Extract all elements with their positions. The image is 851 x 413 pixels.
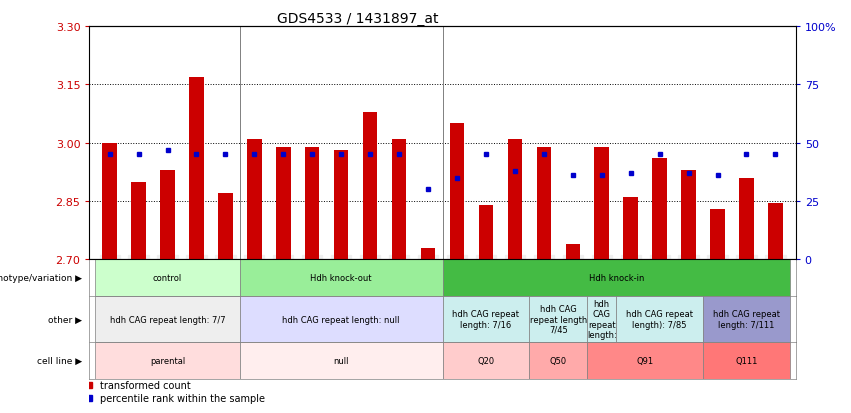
Text: hdh CAG repeat
length): 7/85: hdh CAG repeat length): 7/85 — [626, 310, 693, 329]
Bar — [95, 296, 240, 343]
Bar — [653, 159, 667, 260]
Bar — [131, 182, 146, 260]
Text: Q91: Q91 — [637, 356, 654, 365]
Text: genotype/variation ▶: genotype/variation ▶ — [0, 273, 83, 282]
Text: hdh CAG repeat length: 7/7: hdh CAG repeat length: 7/7 — [110, 315, 226, 324]
Bar — [247, 140, 261, 260]
Text: Q111: Q111 — [735, 356, 757, 365]
Bar — [443, 343, 529, 379]
Bar — [587, 343, 703, 379]
Bar — [276, 147, 290, 260]
Text: Hdh knock-out: Hdh knock-out — [311, 273, 372, 282]
Bar — [334, 151, 348, 260]
Bar — [587, 296, 616, 343]
Text: cell line ▶: cell line ▶ — [37, 356, 83, 365]
Bar — [240, 260, 443, 296]
Bar — [189, 77, 203, 260]
Bar — [529, 296, 587, 343]
Text: control: control — [153, 273, 182, 282]
Bar — [508, 140, 523, 260]
Bar — [682, 171, 696, 260]
Text: percentile rank within the sample: percentile rank within the sample — [100, 393, 265, 403]
Bar — [703, 343, 790, 379]
Bar — [450, 124, 465, 260]
Bar — [95, 260, 240, 296]
Bar — [740, 178, 754, 260]
Bar — [102, 143, 117, 260]
Bar — [420, 248, 435, 260]
Text: hdh CAG repeat
length: 7/16: hdh CAG repeat length: 7/16 — [453, 310, 519, 329]
Bar — [218, 194, 232, 260]
Text: Hdh knock-in: Hdh knock-in — [589, 273, 644, 282]
Text: hdh CAG
repeat length
7/45: hdh CAG repeat length 7/45 — [529, 304, 587, 334]
Bar — [595, 147, 609, 260]
Bar — [443, 296, 529, 343]
Bar — [711, 209, 725, 260]
Bar — [391, 140, 406, 260]
Bar — [537, 147, 551, 260]
Text: Q20: Q20 — [477, 356, 494, 365]
Text: Q50: Q50 — [550, 356, 567, 365]
Bar — [305, 147, 319, 260]
Text: hdh CAG repeat
length: 7/111: hdh CAG repeat length: 7/111 — [713, 310, 780, 329]
Bar — [616, 296, 703, 343]
Bar — [240, 296, 443, 343]
Title: GDS4533 / 1431897_at: GDS4533 / 1431897_at — [277, 12, 438, 26]
Text: null: null — [334, 356, 349, 365]
Text: other ▶: other ▶ — [49, 315, 83, 324]
Bar — [240, 343, 443, 379]
Bar — [363, 112, 377, 260]
Bar — [624, 198, 638, 260]
Bar — [95, 343, 240, 379]
Bar — [703, 296, 790, 343]
Bar — [160, 171, 174, 260]
Text: transformed count: transformed count — [100, 380, 191, 390]
Bar — [768, 204, 783, 260]
Text: hdh CAG repeat length: null: hdh CAG repeat length: null — [283, 315, 400, 324]
Text: hdh
CAG
repeat
length:: hdh CAG repeat length: — [587, 299, 617, 339]
Bar — [529, 343, 587, 379]
Bar — [566, 244, 580, 260]
Bar — [479, 205, 494, 260]
Bar — [443, 260, 790, 296]
Text: parental: parental — [150, 356, 186, 365]
